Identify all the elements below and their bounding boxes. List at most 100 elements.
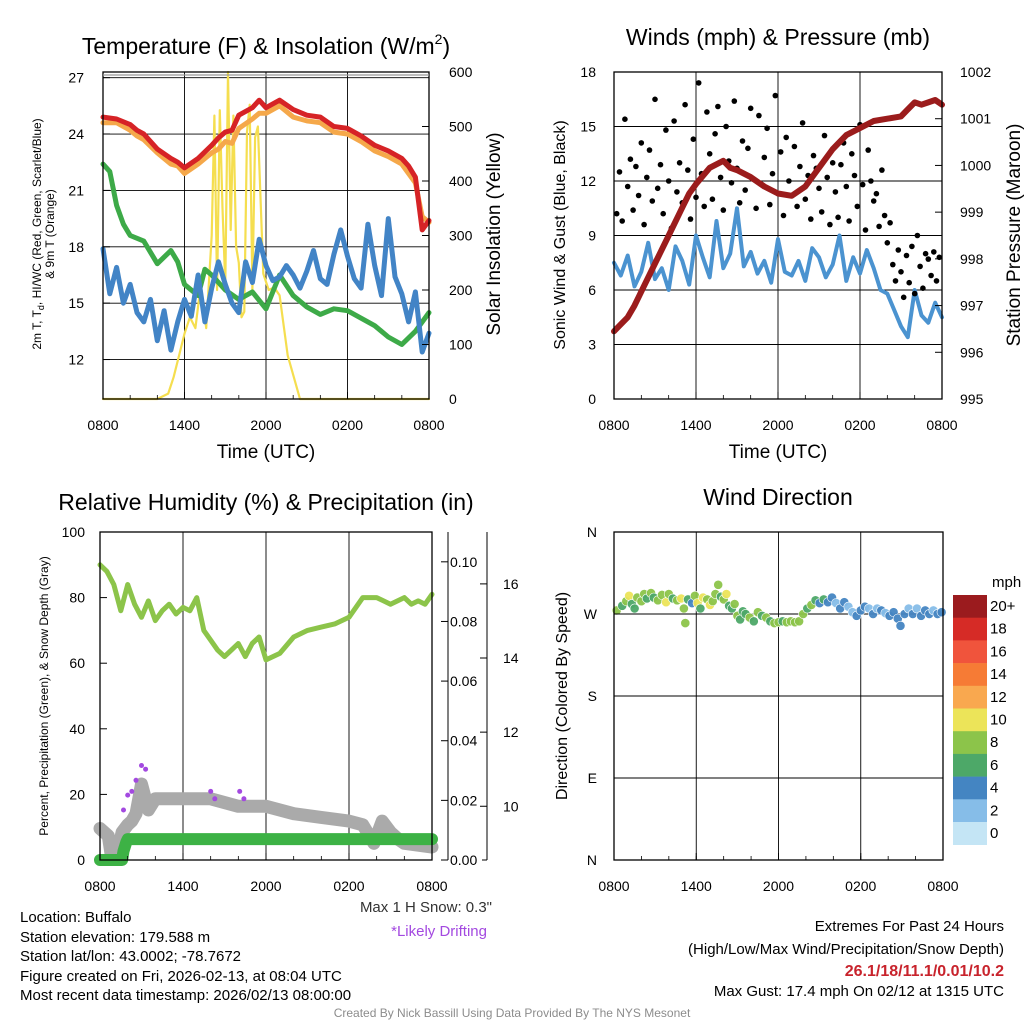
wind-gust-point (739, 138, 746, 144)
snow-tick-label: 16 (503, 576, 519, 592)
wind-ytick-label: 9 (588, 228, 596, 244)
hum-xtick-label: 1400 (167, 878, 198, 894)
colorbar-swatch (953, 708, 987, 732)
temp-ytick-label: 12 (68, 352, 84, 368)
extremes-values: 26.1/18/11.1/0.01/10.2 (844, 963, 1004, 980)
wind-gust-point (835, 214, 841, 221)
wind-gust-point (791, 143, 798, 150)
wind-gust-point (876, 223, 882, 230)
wind-gust-point (706, 151, 713, 157)
wind-gust-point (799, 120, 806, 126)
station-elevation: Station elevation: 179.588 m (20, 928, 211, 946)
drift-point (125, 792, 131, 798)
drift-point (139, 763, 144, 768)
direction-point (629, 603, 640, 614)
wind-gust-point (917, 263, 923, 270)
colorbar-label: 12 (990, 689, 1007, 706)
direction-point (695, 603, 706, 614)
direction-point (936, 607, 947, 618)
colorbar-label: 10 (990, 712, 1007, 729)
precip-tick-label: 0.04 (450, 733, 477, 749)
wind-gust-point (783, 134, 789, 141)
wind-gust-point (816, 185, 822, 192)
wind-gust-point (881, 212, 888, 219)
wind-gust-point (630, 207, 636, 213)
wind-gust-point (674, 189, 680, 195)
wind-gust-point (829, 160, 836, 166)
temp-xtick-label: 2000 (250, 417, 281, 433)
wind-gust-point (764, 125, 770, 132)
wind-xtick-label: 0200 (844, 417, 875, 433)
direction-point (729, 599, 740, 609)
figure-created: Figure created on Fri, 2026-02-13, at 08… (20, 967, 342, 985)
wind-gust-point (933, 278, 940, 284)
wind-gust-point (690, 136, 697, 142)
temperature-ylabel-line2: & 9m T (Orange) (43, 189, 57, 279)
wind-gust-point (665, 178, 672, 184)
wind-gust-point (671, 118, 677, 124)
wind-y2tick-label: 1002 (960, 64, 991, 80)
wind-gust-point (851, 172, 858, 179)
temp-y2tick-label: 500 (449, 119, 473, 135)
temp-y2tick-label: 300 (449, 228, 473, 244)
colorbar-label: 8 (990, 734, 998, 751)
direction-panel: Wind Direction Direction (Colored By Spe… (554, 484, 1021, 894)
wind-y2tick-label: 1001 (960, 111, 991, 127)
extremes-subtitle: (High/Low/Max Wind/Precipitation/Snow De… (688, 940, 1004, 958)
direction-point (624, 590, 634, 601)
temperature-y2label: Solar Insolation (Yellow) (484, 132, 505, 335)
hum-xtick-label: 2000 (250, 878, 281, 894)
wind-gust-point (720, 207, 727, 213)
wind-gust-point (772, 92, 779, 99)
wind-xtick-label: 1400 (680, 417, 711, 433)
precip-tick-label: 0.06 (450, 673, 477, 689)
wind-gust-point (676, 160, 683, 166)
wind-xtick-label: 2000 (762, 417, 793, 433)
dir-ytick-label: N (587, 852, 597, 868)
wind-gust-point (753, 205, 759, 212)
colorbar-swatch (953, 663, 987, 687)
wind-series-sonic (612, 206, 944, 340)
wind-gust-point (652, 96, 658, 103)
wind-y2tick-label: 1000 (960, 157, 991, 173)
precip-tick-label: 0.02 (450, 792, 477, 808)
drift-point (121, 807, 126, 813)
wind-xtick-label: 0800 (598, 417, 629, 433)
wind-gust-point (786, 178, 792, 184)
temp-y2tick-label: 100 (449, 337, 473, 353)
wind-gust-point (769, 170, 776, 177)
station-info: Location: Buffalo Station elevation: 179… (20, 908, 351, 1006)
dir-ytick-label: E (588, 770, 597, 786)
wind-y2tick-label: 999 (960, 204, 984, 220)
wind-gust-point (802, 196, 809, 202)
wind-gust-point (663, 127, 669, 133)
wind-gust-point (723, 123, 729, 130)
wind-gust-point (868, 178, 874, 184)
wind-gust-point (715, 103, 721, 110)
wind-gust-point (925, 256, 932, 262)
wind-gust-point (728, 180, 735, 186)
colorbar-label: 14 (990, 666, 1007, 683)
wind-gust-point (870, 198, 877, 204)
hum-series-rh (97, 562, 435, 663)
wind-gust-point (821, 132, 828, 139)
direction-point (721, 589, 732, 599)
dir-xtick-label: 0200 (845, 878, 876, 894)
colorbar-label: 6 (990, 757, 998, 774)
direction-point (794, 616, 804, 627)
wind-gust-point (717, 174, 724, 181)
wind-gust-point (865, 147, 871, 153)
colorbar-label: 0 (990, 825, 998, 842)
temp-series-hi-wc (100, 216, 432, 355)
wind-gust-point (898, 269, 904, 275)
winds-xlabel: Time (UTC) (729, 442, 828, 463)
wind-gust-point (879, 167, 885, 173)
wind-gust-point (709, 196, 716, 202)
hum-ytick-label: 0 (77, 852, 85, 868)
precip-tick-label: 0.10 (450, 554, 477, 570)
direction-point (679, 603, 689, 614)
wind-gust-point (712, 131, 718, 137)
data-timestamp: Most recent data timestamp: 2026/02/13 0… (20, 987, 352, 1004)
wind-ytick-label: 15 (580, 119, 596, 135)
